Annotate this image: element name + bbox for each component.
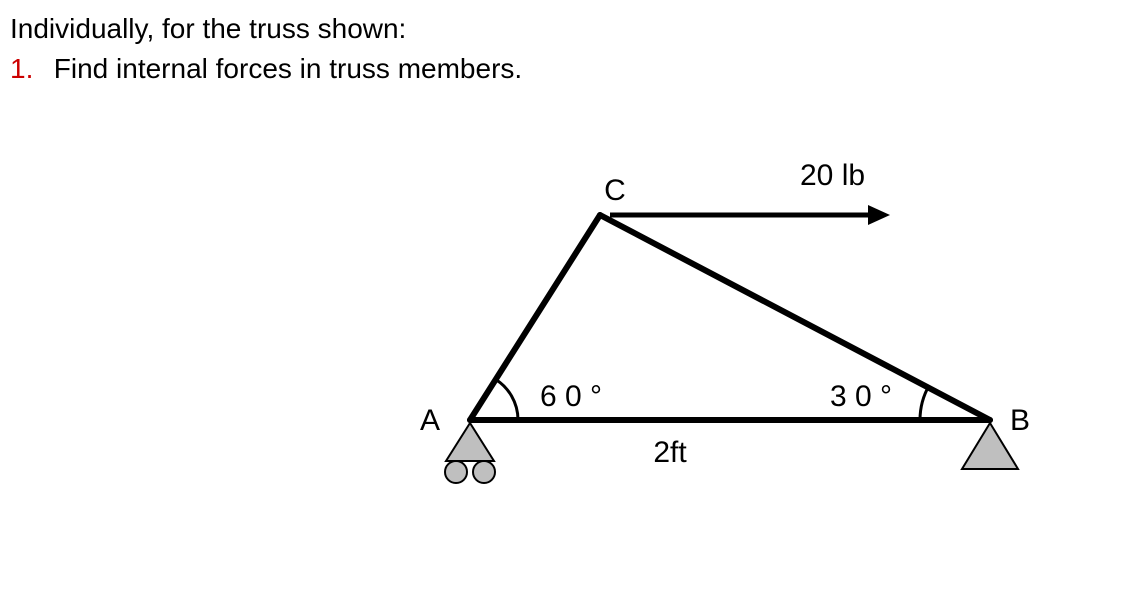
support-A-roller-left: [445, 461, 467, 483]
load-arrow-head: [868, 205, 890, 225]
item-number: 1.: [10, 50, 46, 88]
label-load: 20 lb: [800, 159, 865, 192]
truss-diagram: A B C 6 0 ° 3 0 ° 2ft 20 lb: [350, 120, 1110, 520]
support-A-triangle: [446, 423, 494, 461]
label-B: B: [1010, 404, 1030, 437]
label-A: A: [420, 404, 440, 437]
label-angle-A: 6 0 °: [540, 380, 602, 413]
problem-intro: Individually, for the truss shown:: [10, 10, 406, 48]
label-base-length: 2ft: [653, 436, 687, 469]
problem-item: 1. Find internal forces in truss members…: [10, 50, 522, 88]
label-C: C: [604, 174, 626, 207]
label-angle-B: 3 0 °: [830, 380, 892, 413]
member-BC: [600, 215, 990, 420]
support-A-roller-right: [473, 461, 495, 483]
item-text: Find internal forces in truss members.: [54, 53, 522, 84]
angle-arc-A: [494, 378, 518, 420]
